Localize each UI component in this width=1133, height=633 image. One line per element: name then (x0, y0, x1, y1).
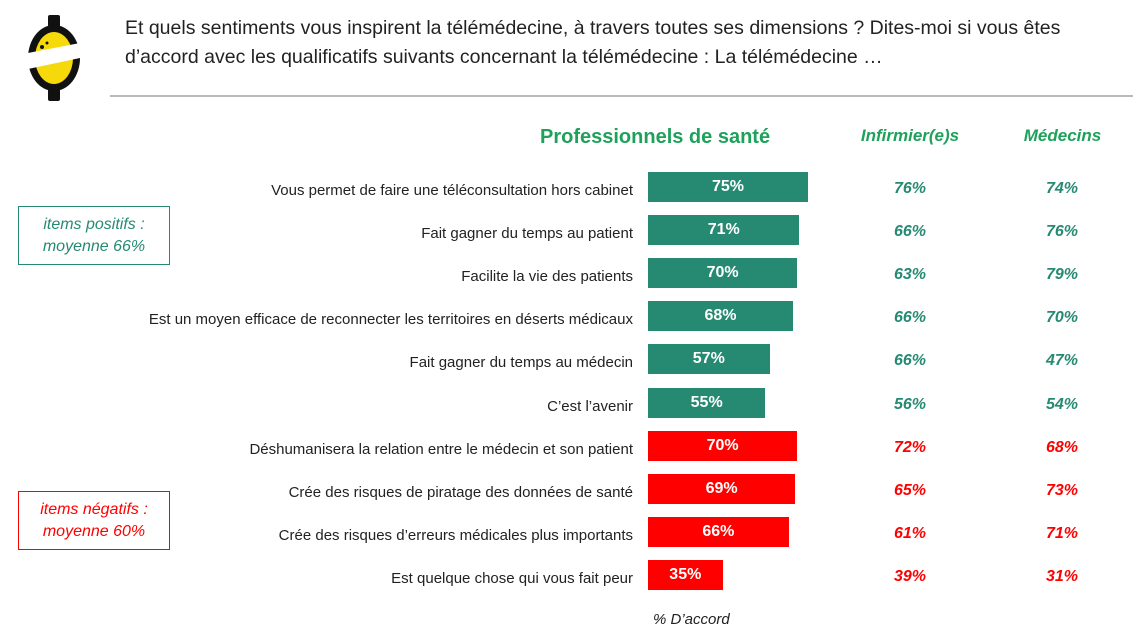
positive-callout-line1: items positifs : (43, 215, 145, 233)
nurses-value: 66% (893, 309, 927, 327)
bar-professionals (648, 387, 766, 418)
doctors-value: 74% (1045, 180, 1079, 197)
column-header-doctors: Médecins (1023, 126, 1102, 145)
category-label: Crée des risques de piratage des données… (288, 483, 633, 501)
column-header-nurses: Infirmier(e)s (860, 126, 960, 145)
chart-row: Est un moyen efficace de reconnecter les… (0, 299, 1133, 342)
doctors-value: 54% (1045, 395, 1079, 413)
bar-value-label: 55% (690, 393, 723, 411)
chart-row: Fait gagner du temps au médecin 57% 66% 47% (0, 342, 1133, 385)
column-header-professionals: Professionnels de santé (540, 126, 771, 148)
doctors-value: 76% (1045, 223, 1079, 241)
negative-callout-line1: items négatifs : (40, 500, 148, 518)
nurses-value: 66% (893, 223, 927, 241)
bar-professionals (648, 516, 789, 547)
bar-value-label: 69% (705, 479, 738, 497)
chart-row: Fait gagner du temps au patient 71% 66% 76% (0, 213, 1133, 256)
bar-professionals (648, 172, 808, 202)
nurses-value: 39% (893, 567, 927, 585)
bar-value-label: 66% (702, 522, 735, 540)
chart-row: Déshumanisera la relation entre le médec… (0, 429, 1133, 472)
survey-question: Et quels sentiments vous inspirent la té… (125, 17, 1061, 68)
bar-professionals (648, 559, 723, 590)
chart-row: Crée des risques de piratage des données… (0, 472, 1133, 515)
bar-professionals (648, 258, 798, 289)
bar-value-label: 71% (707, 221, 740, 239)
chart-row: Crée des risques d’erreurs médicales plu… (0, 515, 1133, 558)
bar-value-label: 75% (711, 178, 744, 195)
nurses-value: 65% (893, 481, 927, 499)
category-label: Fait gagner du temps au médecin (409, 354, 633, 372)
bar-professionals (648, 430, 798, 461)
header-divider (110, 95, 1133, 97)
positive-items-callout: items positifs : moyenne 66% (18, 206, 170, 265)
chart-row: C’est l’avenir 55% 56% 54% (0, 386, 1133, 429)
doctors-value: 70% (1045, 309, 1079, 327)
category-label: Fait gagner du temps au patient (421, 225, 633, 243)
bar-value-label: 70% (706, 264, 739, 282)
category-label: Vous permet de faire une téléconsultatio… (271, 182, 633, 199)
category-label: Est un moyen efficace de reconnecter les… (148, 311, 633, 329)
category-label: Crée des risques d’erreurs médicales plu… (278, 526, 633, 544)
chart-row: Vous permet de faire une téléconsultatio… (0, 170, 1133, 213)
doctors-value: 31% (1045, 567, 1079, 585)
doctors-value: 73% (1045, 481, 1079, 499)
doctors-value: 47% (1045, 352, 1079, 370)
x-axis-label: % D’accord (653, 611, 730, 628)
bar-value-label: 57% (692, 350, 725, 368)
nurses-value: 61% (893, 524, 927, 542)
chart-row: Facilite la vie des patients 70% 63% 79% (0, 256, 1133, 299)
bar-value-label: 35% (669, 565, 702, 583)
category-label: Est quelque chose qui vous fait peur (391, 569, 633, 587)
chart-row: Est quelque chose qui vous fait peur 35% 3… (0, 558, 1133, 601)
doctors-value: 71% (1045, 524, 1079, 542)
category-label: Déshumanisera la relation entre le médec… (249, 440, 633, 458)
bar-professionals (648, 215, 800, 246)
nurses-value: 56% (893, 395, 927, 413)
negative-callout-line2: moyenne 60% (42, 522, 146, 540)
nurses-value: 72% (893, 438, 927, 456)
positive-callout-line2: moyenne 66% (42, 237, 146, 255)
bar-professionals (648, 301, 794, 332)
doctors-value: 68% (1045, 438, 1079, 456)
category-label: C’est l’avenir (547, 397, 633, 415)
nurses-value: 76% (893, 180, 927, 197)
bar-value-label: 70% (706, 436, 739, 454)
bar-professionals (648, 473, 796, 504)
bar-professionals (648, 344, 770, 375)
nurses-value: 63% (893, 266, 927, 284)
doctors-value: 79% (1045, 266, 1079, 284)
category-label: Facilite la vie des patients (461, 268, 633, 286)
bar-value-label: 68% (704, 307, 737, 325)
negative-items-callout: items négatifs : moyenne 60% (18, 491, 170, 550)
brand-logo (24, 13, 84, 103)
nurses-value: 66% (893, 352, 927, 370)
